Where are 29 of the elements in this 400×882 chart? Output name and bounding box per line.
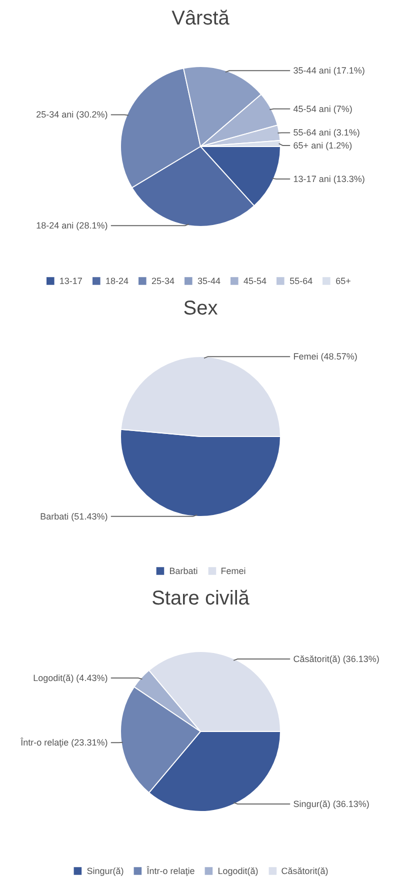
data-label: Într-o relaţie (23.31%) (20, 738, 108, 748)
legend-label: 55-64 (290, 276, 313, 286)
legend-label: 25-34 (151, 276, 174, 286)
legend-label: 35-44 (198, 276, 221, 286)
legend-label: Barbati (169, 566, 198, 576)
data-label: 35-44 ani (17.1%) (293, 66, 365, 76)
legend-label: Singur(ă) (86, 866, 124, 876)
legend-label: Femei (220, 566, 246, 576)
chart-title: Vârstă (172, 8, 230, 30)
data-label: Singur(ă) (36.13%) (293, 799, 370, 810)
data-label: Logodit(ă) (4.43%) (33, 673, 108, 684)
data-label: 65+ ani (1.2%) (293, 140, 352, 151)
data-label: 25-34 ani (30.2%) (36, 110, 108, 120)
chart-title: Sex (183, 298, 218, 320)
data-label: Femei (48.57%) (293, 352, 358, 362)
data-label: 45-54 ani (7%) (293, 104, 352, 114)
chart-title: Stare civilă (152, 588, 250, 610)
legend-label: 45-54 (244, 276, 267, 286)
legend-label: 65+ (336, 276, 352, 286)
legend-label: Într-o relaţie (146, 866, 195, 876)
data-label: 13-17 ani (13.3%) (293, 174, 365, 184)
legend-label: 13-17 (59, 276, 82, 286)
legend-label: 18-24 (105, 276, 128, 286)
data-label: 55-64 ani (3.1%) (293, 128, 360, 138)
data-label: 18-24 ani (28.1%) (36, 220, 108, 231)
legend-label: Logodit(ă) (218, 866, 258, 876)
data-label: Căsătorit(ă) (36.13%) (293, 654, 380, 664)
data-label: Barbati (51.43%) (40, 511, 108, 522)
legend-label: Căsătorit(ă) (281, 866, 328, 876)
